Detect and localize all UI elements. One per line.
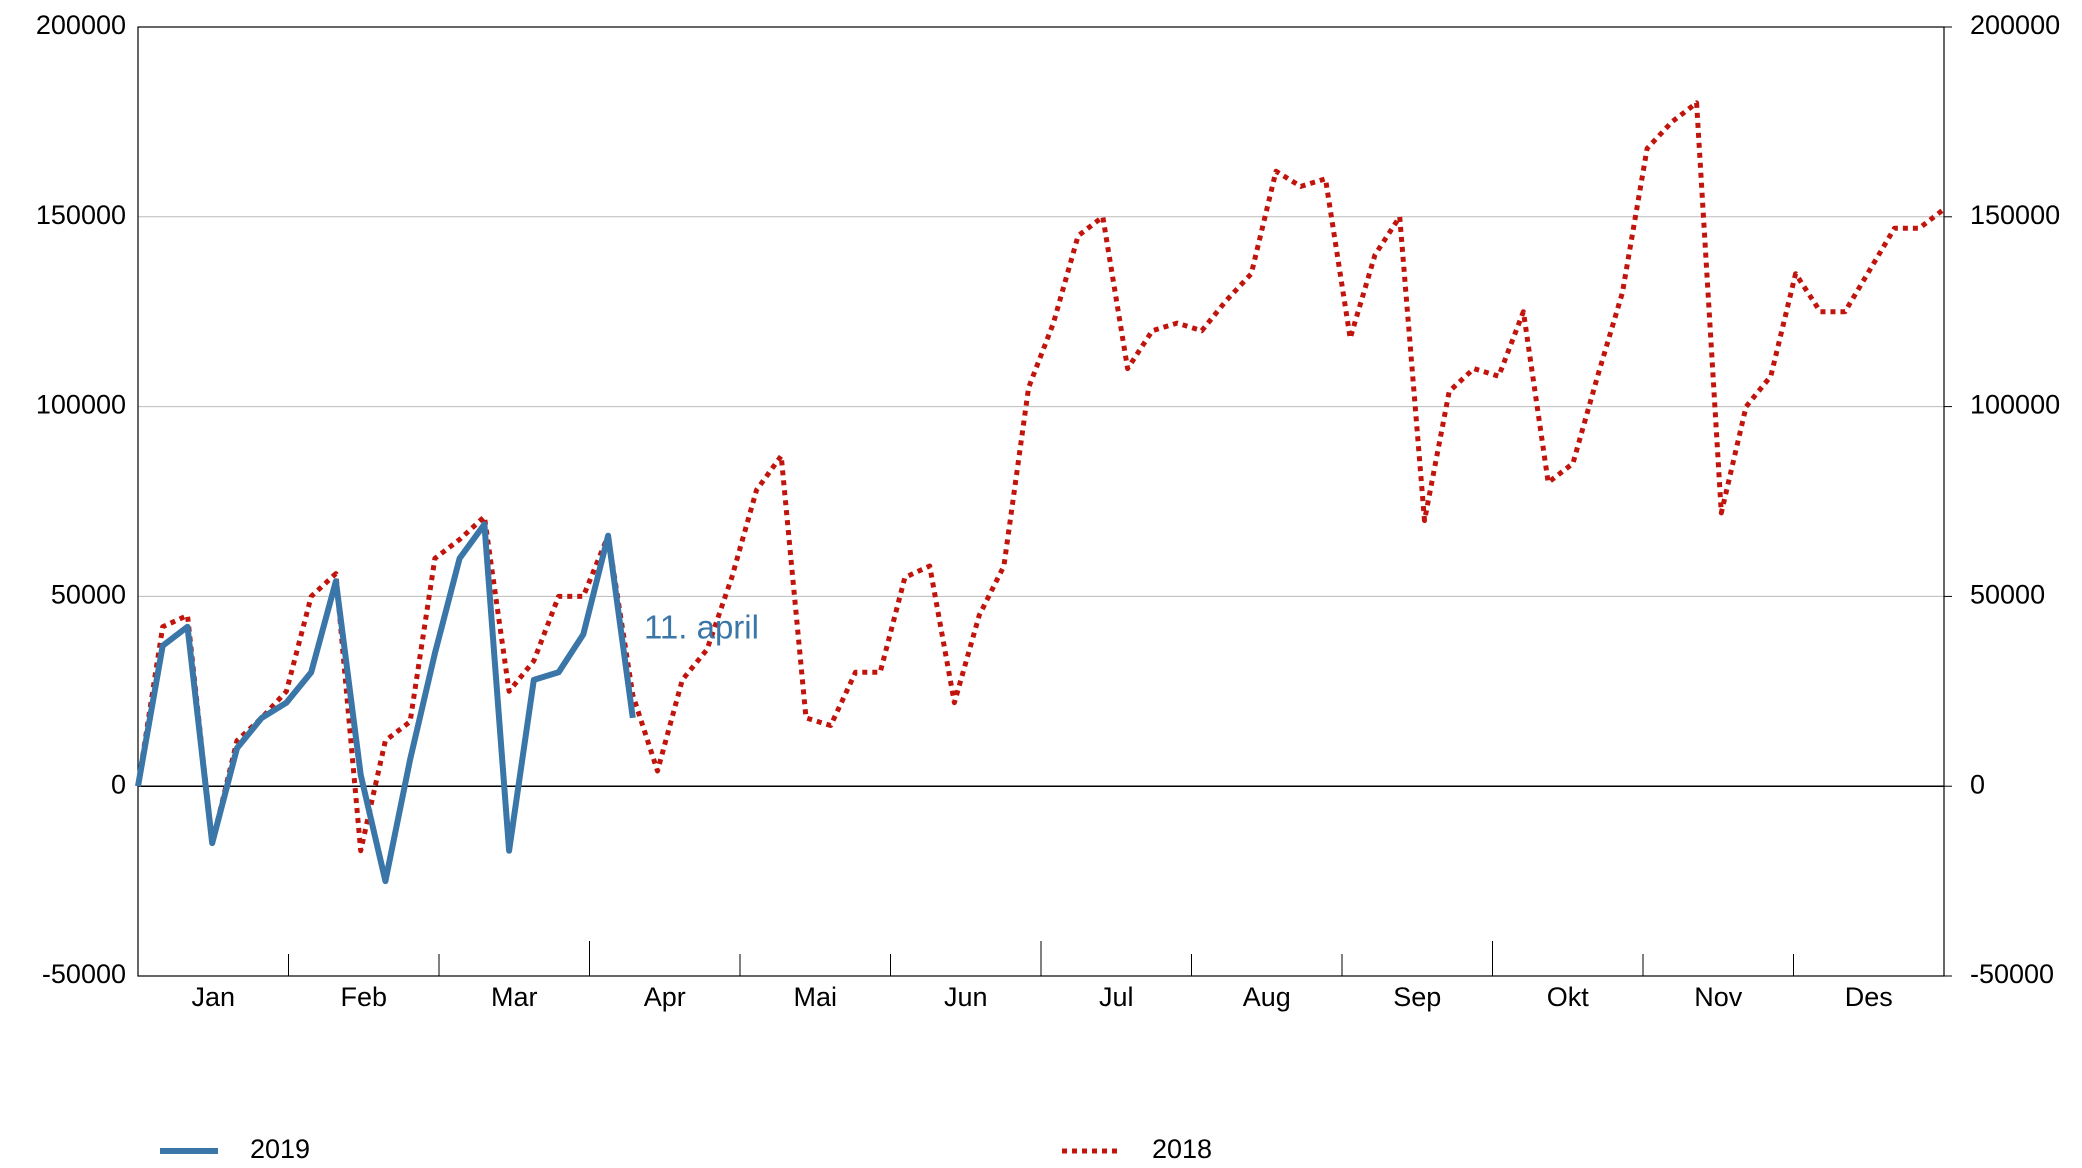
x-tick-label: Jan xyxy=(191,982,235,1012)
x-tick-label: Des xyxy=(1845,982,1893,1012)
x-tick-label: Okt xyxy=(1547,982,1590,1012)
x-tick-label: Sep xyxy=(1393,982,1441,1012)
y2-tick-label: -50000 xyxy=(1970,959,2054,989)
y-tick-label: 100000 xyxy=(36,390,126,420)
series-line xyxy=(135,521,636,885)
y2-tick-label: 100000 xyxy=(1970,390,2060,420)
x-tick-label: Feb xyxy=(340,982,387,1012)
series-line xyxy=(135,100,1946,854)
y2-tick-label: 0 xyxy=(1970,769,1985,799)
y-tick-label: 200000 xyxy=(36,10,126,40)
y2-tick-label: 50000 xyxy=(1970,580,2045,610)
y-tick-label: 150000 xyxy=(36,200,126,230)
x-tick-label: Mar xyxy=(491,982,538,1012)
x-tick-label: Jul xyxy=(1099,982,1134,1012)
y2-tick-label: 200000 xyxy=(1970,10,2060,40)
legend-label: 2018 xyxy=(1152,1134,1212,1164)
legend-label: 2019 xyxy=(250,1134,310,1164)
y-tick-label: -50000 xyxy=(42,959,126,989)
x-tick-label: Nov xyxy=(1694,982,1743,1012)
y-tick-label: 50000 xyxy=(51,580,126,610)
y-tick-label: 0 xyxy=(111,769,126,799)
x-tick-label: Aug xyxy=(1243,982,1291,1012)
x-tick-label: Apr xyxy=(644,982,686,1012)
y2-tick-label: 150000 xyxy=(1970,200,2060,230)
x-tick-label: Mai xyxy=(793,982,837,1012)
x-tick-label: Jun xyxy=(944,982,988,1012)
annotation: 11. april xyxy=(644,609,759,646)
plot-frame xyxy=(137,26,1945,977)
